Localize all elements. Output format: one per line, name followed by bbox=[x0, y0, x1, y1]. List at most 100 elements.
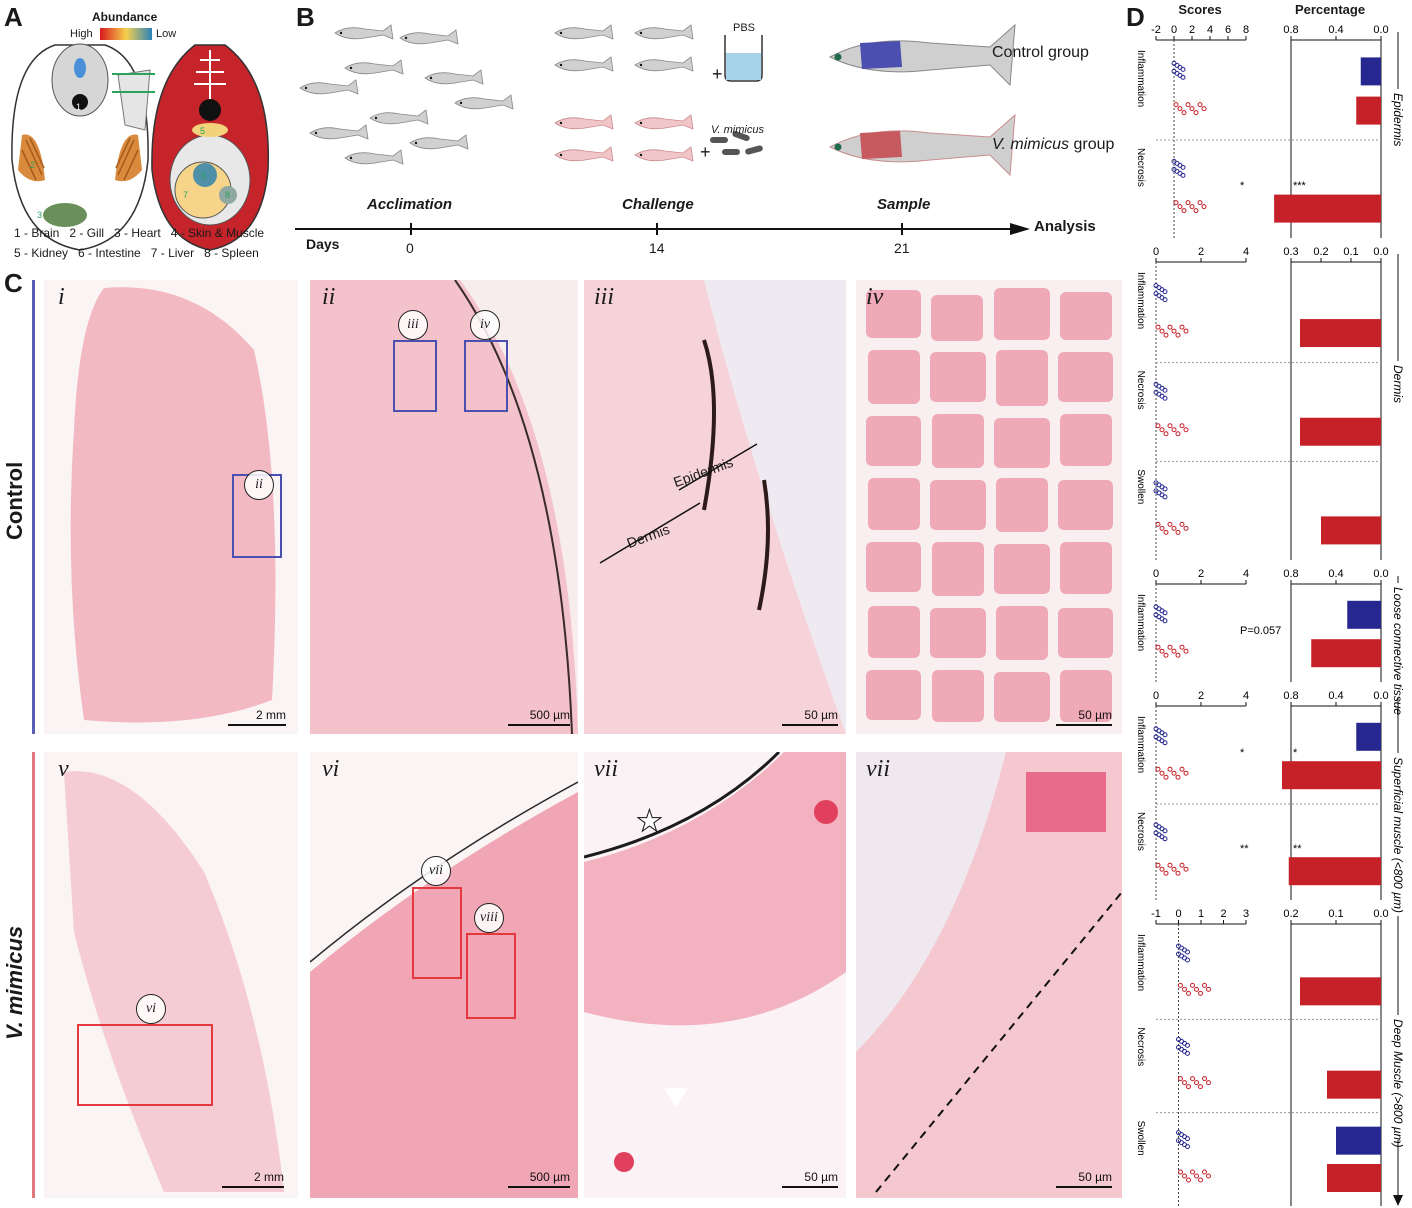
pct-tick-label-0-1: 0.4 bbox=[1328, 24, 1343, 36]
score-point-control-1-1-3 bbox=[1162, 387, 1168, 393]
pct-bar-vm-1-0 bbox=[1300, 319, 1381, 348]
score-tick-label-1-2: 4 bbox=[1243, 246, 1249, 258]
heart-organ bbox=[43, 203, 87, 227]
score-point-vm-4-2-6 bbox=[1202, 1169, 1207, 1175]
timeline-stage-sample: Sample bbox=[877, 196, 931, 213]
pct-tick-label-3-2: 0.0 bbox=[1373, 690, 1388, 702]
score-tick-label-2-2: 4 bbox=[1243, 568, 1249, 580]
score-point-vm-1-0-6 bbox=[1179, 324, 1185, 330]
score-point-vm-4-0-6 bbox=[1202, 982, 1207, 988]
timeline-stage-acclimation: Acclimation bbox=[367, 196, 453, 213]
score-point-vm-4-1-3 bbox=[1190, 1076, 1195, 1082]
score-point-control-1-2-3 bbox=[1162, 486, 1168, 492]
scale-bar-vii: 50 µm bbox=[782, 1170, 838, 1188]
score-point-vm-2-0-2 bbox=[1163, 652, 1169, 658]
pct-tick-label-2-0: 0.8 bbox=[1283, 568, 1298, 580]
circle-label-vii: vii bbox=[421, 856, 451, 886]
score-tick-label-3-2: 4 bbox=[1243, 690, 1249, 702]
plus-pbs: + bbox=[712, 64, 723, 84]
timeline-stage-challenge: Challenge bbox=[622, 196, 694, 213]
score-point-vm-4-2-4 bbox=[1194, 1173, 1199, 1179]
score-point-vm-1-0-0 bbox=[1155, 324, 1161, 330]
organ-num-3: 3 bbox=[37, 210, 42, 220]
score-point-vm-1-0-1 bbox=[1159, 328, 1165, 334]
score-tick-label-1-1: 2 bbox=[1198, 246, 1204, 258]
score-point-vm-3-1-1 bbox=[1159, 866, 1165, 872]
score-point-vm-0-0-3 bbox=[1185, 102, 1191, 108]
pct-bar-control-2-0 bbox=[1347, 600, 1381, 629]
score-point-vm-0-1-0 bbox=[1173, 200, 1179, 206]
score-point-vm-3-0-7 bbox=[1183, 770, 1189, 776]
score-point-vm-1-2-0 bbox=[1155, 521, 1161, 527]
score-point-vm-0-0-1 bbox=[1177, 106, 1183, 112]
score-tick-label-0-4: 6 bbox=[1225, 24, 1231, 36]
score-point-vm-4-2-2 bbox=[1186, 1177, 1191, 1183]
score-point-vm-4-0-3 bbox=[1190, 982, 1195, 988]
zoom-box-viii bbox=[466, 933, 516, 1019]
row-label-1-0: Inflammation bbox=[1135, 272, 1146, 329]
score-point-vm-1-1-4 bbox=[1171, 427, 1177, 433]
vm-fish-illustration bbox=[828, 113, 1016, 177]
circle-label-vi: vi bbox=[136, 994, 166, 1024]
score-point-vm-0-1-6 bbox=[1197, 200, 1203, 206]
timeline-day-14: 14 bbox=[649, 240, 665, 256]
pct-bar-vm-4-2 bbox=[1327, 1164, 1381, 1192]
timeline-day-21: 21 bbox=[894, 240, 910, 256]
score-point-vm-1-2-6 bbox=[1179, 521, 1185, 527]
row-label-3-0: Inflammation bbox=[1135, 716, 1146, 773]
sig-pct-0-1: *** bbox=[1293, 180, 1307, 192]
score-point-vm-4-0-2 bbox=[1186, 990, 1191, 996]
score-point-vm-1-1-3 bbox=[1167, 423, 1173, 429]
score-point-vm-4-0-4 bbox=[1194, 986, 1199, 992]
score-point-control-0-1-3 bbox=[1180, 164, 1186, 170]
score-point-control-2-0-3 bbox=[1162, 610, 1168, 616]
score-point-vm-3-1-3 bbox=[1167, 862, 1173, 868]
scale-bar-viii: 50 µm bbox=[1056, 1170, 1112, 1188]
score-point-control-1-0-7 bbox=[1162, 297, 1168, 303]
score-point-vm-4-0-0 bbox=[1178, 982, 1183, 988]
vm-small-label: V. mimicus bbox=[711, 124, 764, 136]
score-point-vm-1-0-4 bbox=[1171, 328, 1177, 334]
pct-tick-label-4-0: 0.2 bbox=[1283, 908, 1298, 920]
small-fish-body bbox=[117, 69, 151, 131]
pct-bar-vm-0-0 bbox=[1356, 96, 1381, 125]
score-point-vm-0-0-7 bbox=[1201, 106, 1207, 112]
score-point-vm-4-2-0 bbox=[1178, 1169, 1183, 1175]
score-point-vm-1-0-2 bbox=[1163, 332, 1169, 338]
row-label-3-1: Necrosis bbox=[1135, 812, 1146, 851]
scores-title: Scores bbox=[1178, 2, 1222, 17]
score-point-vm-1-2-3 bbox=[1167, 521, 1173, 527]
score-point-vm-2-0-6 bbox=[1179, 644, 1185, 650]
panel-label-b: B bbox=[296, 2, 315, 32]
sig-score-3-1: ** bbox=[1240, 843, 1249, 855]
score-point-control-1-1-7 bbox=[1162, 395, 1168, 401]
sig-score-3-0: * bbox=[1240, 747, 1245, 759]
pct-tick-label-1-1: 0.2 bbox=[1313, 246, 1328, 258]
pct-tick-label-2-2: 0.0 bbox=[1373, 568, 1388, 580]
score-point-vm-1-2-7 bbox=[1183, 525, 1189, 531]
sig-pct-3-1: ** bbox=[1293, 843, 1302, 855]
score-tick-label-4-4: 3 bbox=[1243, 908, 1249, 920]
vm-row-bar bbox=[32, 752, 35, 1198]
score-point-vm-4-1-1 bbox=[1182, 1080, 1187, 1086]
score-point-vm-4-0-7 bbox=[1206, 986, 1211, 992]
pct-bar-vm-3-1 bbox=[1288, 857, 1381, 886]
row-label-2-0: Inflammation bbox=[1135, 594, 1146, 651]
score-point-control-4-1-3 bbox=[1185, 1042, 1190, 1048]
pct-tick-label-0-2: 0.0 bbox=[1373, 24, 1388, 36]
score-point-vm-1-2-2 bbox=[1163, 529, 1169, 535]
tissue-label-1: Dermis bbox=[1391, 365, 1405, 403]
score-point-vm-1-1-7 bbox=[1183, 427, 1189, 433]
subpanel-label-viii: vii bbox=[866, 756, 890, 782]
score-point-vm-3-0-6 bbox=[1179, 766, 1185, 772]
score-tick-label-1-0: 0 bbox=[1153, 246, 1159, 258]
pct-tick-label-4-2: 0.0 bbox=[1373, 908, 1388, 920]
pct-bar-vm-3-0 bbox=[1282, 761, 1381, 790]
organ-num-8: 8 bbox=[225, 190, 230, 200]
score-tick-label-4-1: 0 bbox=[1175, 908, 1181, 920]
subpanel-label-iii: iii bbox=[594, 284, 615, 310]
score-tick-label-0-0: -2 bbox=[1151, 24, 1161, 36]
organ-legend-row1: 1 - Brain 2 - Gill 3 - Heart 4 - Skin & … bbox=[14, 226, 265, 240]
zoom-box-iii bbox=[393, 340, 437, 412]
sig-pct-3-0: * bbox=[1293, 747, 1298, 759]
